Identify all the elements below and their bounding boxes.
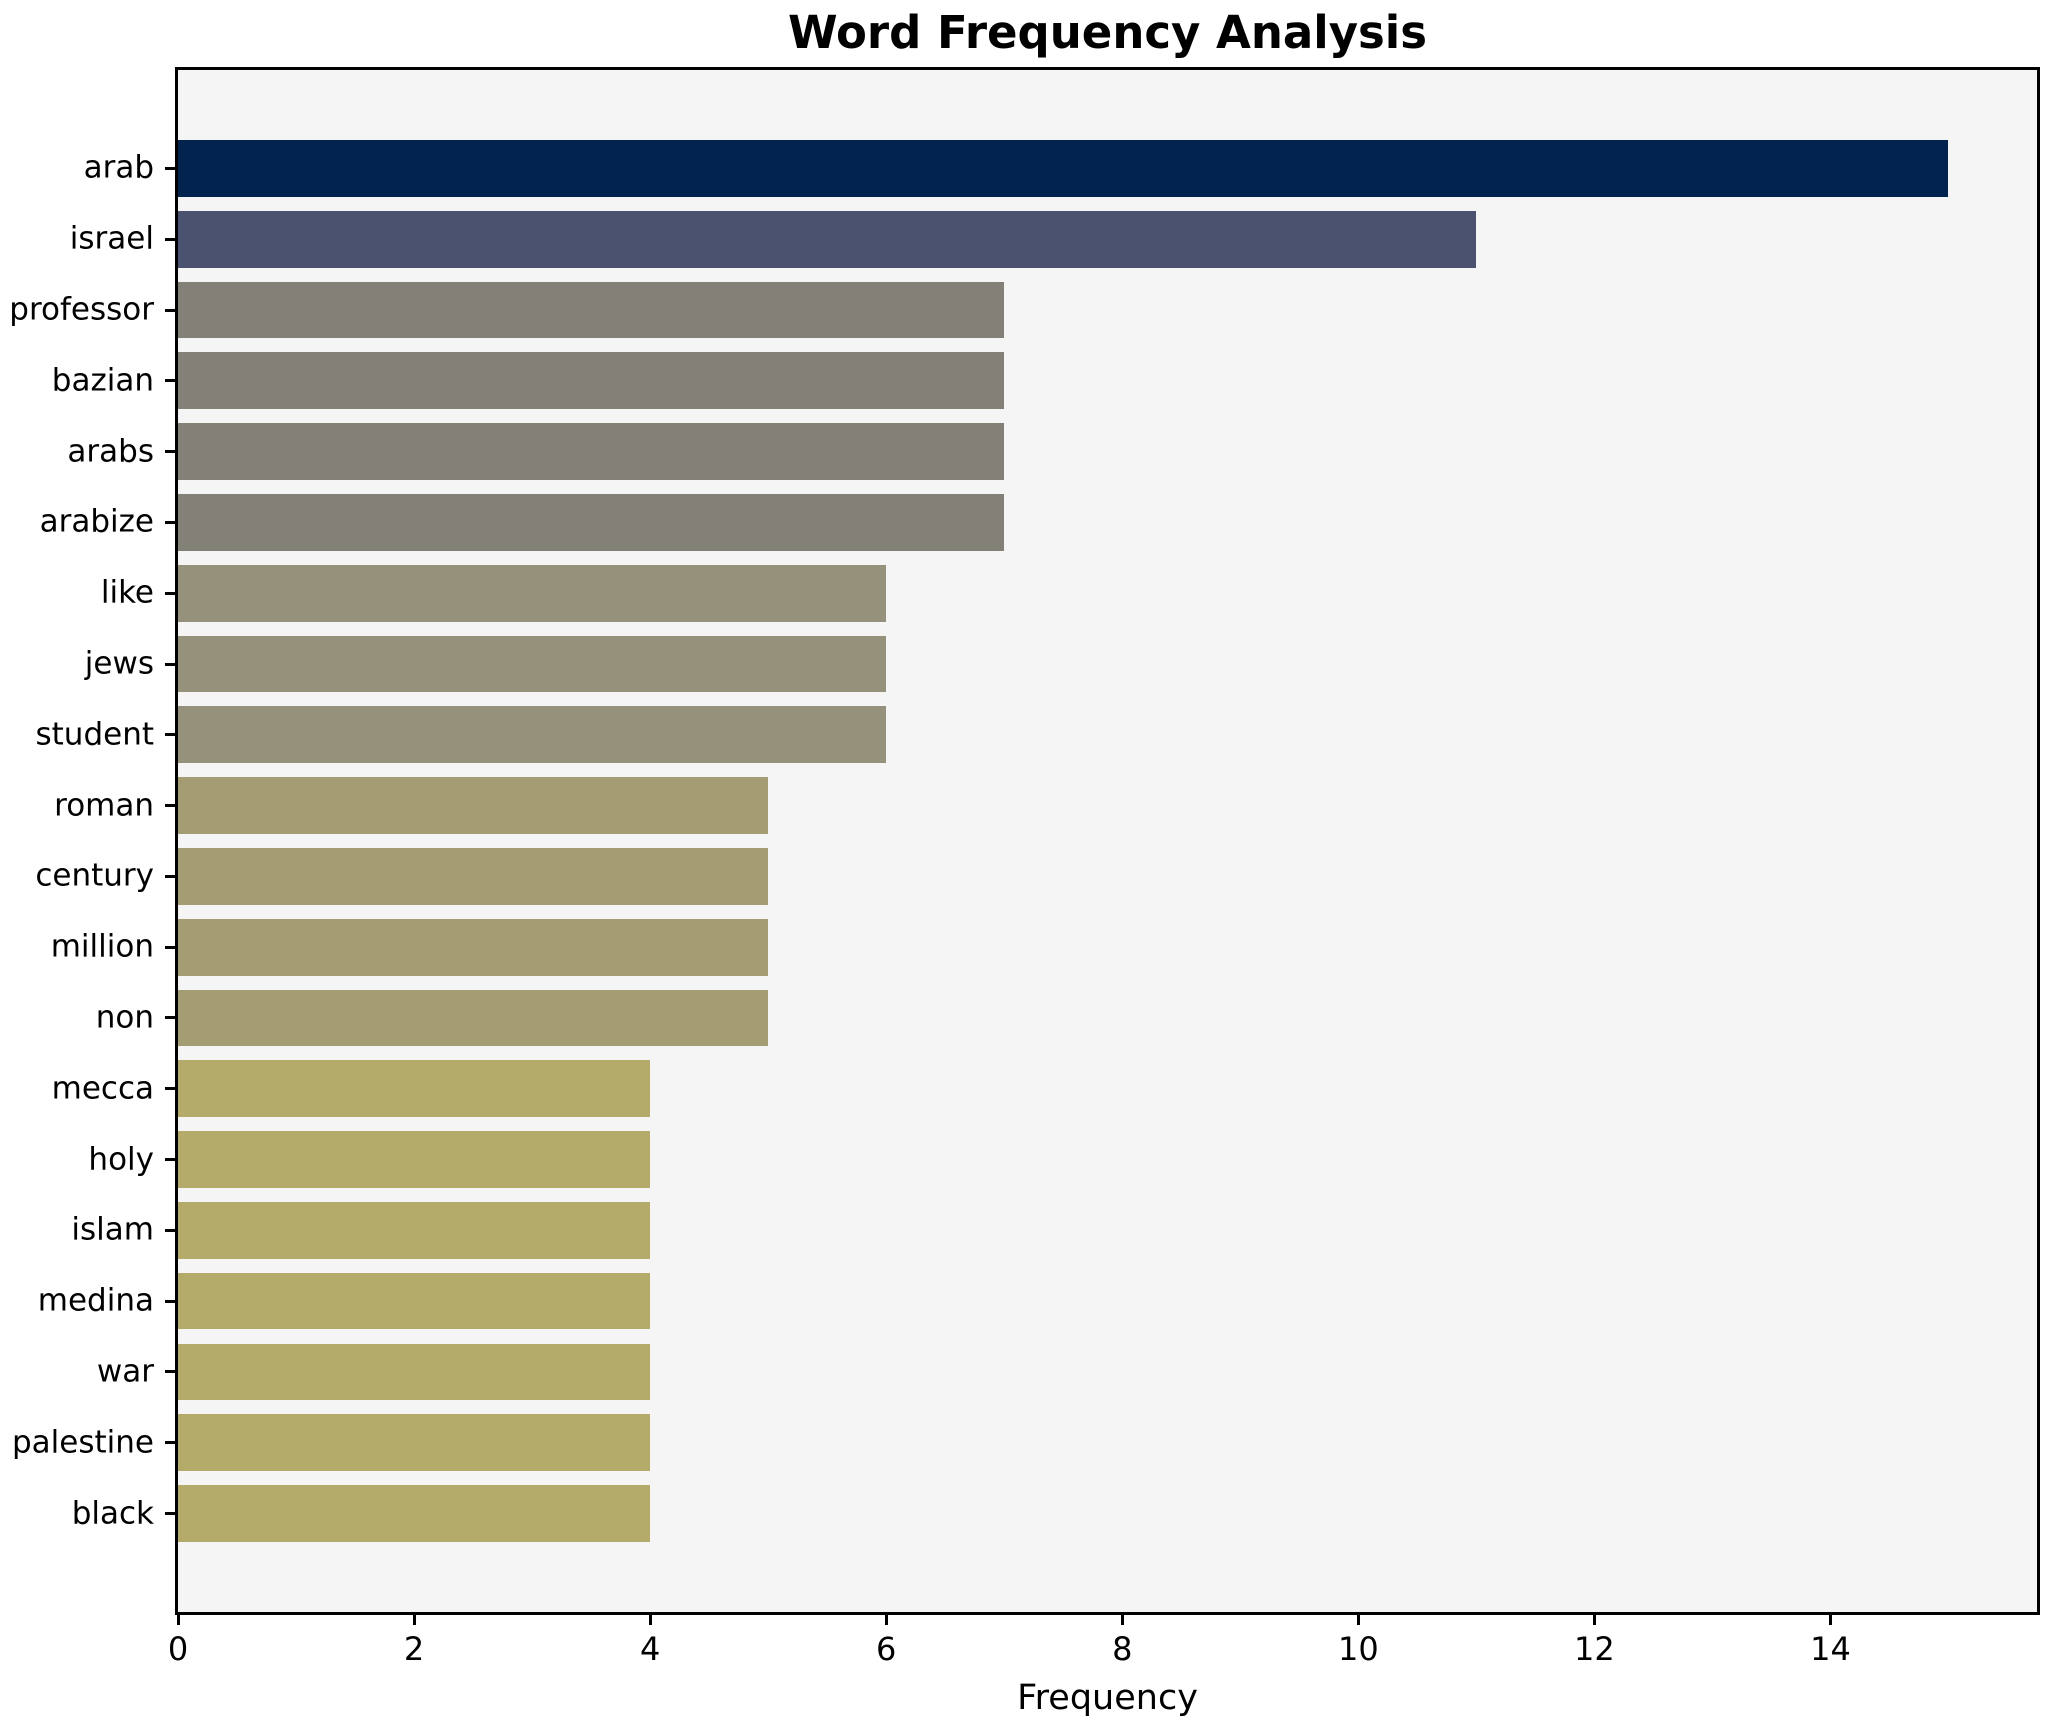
bar-israel: [178, 210, 1477, 268]
y-tick-label: professor: [9, 291, 154, 328]
y-tick: [165, 1158, 178, 1162]
y-tick-label: medina: [37, 1282, 154, 1319]
y-tick-label: black: [71, 1494, 154, 1531]
y-tick: [165, 520, 178, 524]
x-tick: [648, 1613, 652, 1625]
bar-century: [178, 848, 769, 905]
bar-student: [178, 706, 887, 764]
y-tick: [165, 379, 178, 383]
x-axis-label: Frequency: [1017, 1678, 1198, 1718]
y-tick: [165, 662, 178, 666]
x-tick-label: 6: [876, 1630, 897, 1668]
y-tick-label: arabs: [67, 432, 154, 469]
bar-black: [178, 1485, 651, 1542]
bar-non: [178, 989, 769, 1047]
x-tick: [1120, 1613, 1124, 1625]
x-tick-label: 12: [1574, 1630, 1615, 1668]
x-tick-label: 4: [639, 1630, 661, 1668]
bar-palestine: [178, 1414, 651, 1472]
y-tick-label: jews: [84, 645, 154, 682]
y-tick: [165, 237, 178, 241]
bar-holy: [178, 1131, 651, 1188]
x-tick-label: 0: [167, 1630, 189, 1668]
y-tick: [165, 1370, 178, 1374]
y-tick: [165, 874, 178, 878]
bar-medina: [178, 1272, 651, 1330]
x-tick-label: 10: [1337, 1630, 1379, 1668]
y-tick-label: israel: [69, 220, 154, 257]
x-tick: [1828, 1613, 1832, 1625]
bar-war: [178, 1343, 651, 1401]
chart-title: Word Frequency Analysis: [787, 6, 1428, 59]
y-tick: [165, 1016, 178, 1020]
y-tick: [165, 450, 178, 454]
bar-roman: [178, 777, 769, 834]
x-tick: [1592, 1613, 1596, 1625]
y-tick: [165, 166, 178, 170]
y-tick-label: arab: [83, 149, 154, 186]
y-tick-label: student: [35, 716, 154, 753]
y-tick-label: mecca: [51, 1070, 154, 1107]
y-tick: [165, 804, 178, 808]
bar-bazian: [178, 352, 1005, 410]
y-tick-label: non: [95, 999, 154, 1036]
bar-arab: [178, 140, 1949, 197]
y-tick: [165, 1299, 178, 1303]
bar-arabs: [178, 423, 1005, 480]
x-tick: [884, 1613, 888, 1625]
x-tick-label: 14: [1810, 1630, 1851, 1668]
bar-islam: [178, 1202, 651, 1259]
plot-area: [175, 67, 2040, 1615]
bar-mecca: [178, 1060, 651, 1118]
bar-professor: [178, 281, 1005, 339]
x-tick-label: 2: [403, 1630, 425, 1668]
y-tick-label: bazian: [51, 362, 154, 399]
x-tick: [1356, 1613, 1360, 1625]
y-tick: [165, 733, 178, 737]
y-tick-label: million: [50, 928, 154, 965]
y-tick-label: palestine: [12, 1424, 154, 1461]
y-tick: [165, 1512, 178, 1516]
y-tick-label: holy: [88, 1140, 154, 1177]
y-tick-label: war: [96, 1353, 154, 1390]
y-tick: [165, 308, 178, 312]
y-tick: [165, 1228, 178, 1232]
x-tick: [412, 1613, 416, 1625]
y-tick-label: like: [100, 574, 154, 611]
y-tick: [165, 1087, 178, 1091]
bar-jews: [178, 635, 887, 693]
y-tick: [165, 1441, 178, 1445]
bar-like: [178, 564, 887, 622]
bar-arabize: [178, 494, 1005, 551]
y-tick-label: century: [35, 857, 154, 894]
x-tick: [176, 1613, 180, 1625]
y-tick-label: roman: [54, 786, 154, 823]
y-tick: [165, 945, 178, 949]
y-tick-label: arabize: [39, 503, 154, 540]
x-tick-label: 8: [1112, 1630, 1133, 1668]
y-tick-label: islam: [71, 1211, 154, 1248]
y-tick: [165, 591, 178, 595]
bar-million: [178, 918, 769, 976]
